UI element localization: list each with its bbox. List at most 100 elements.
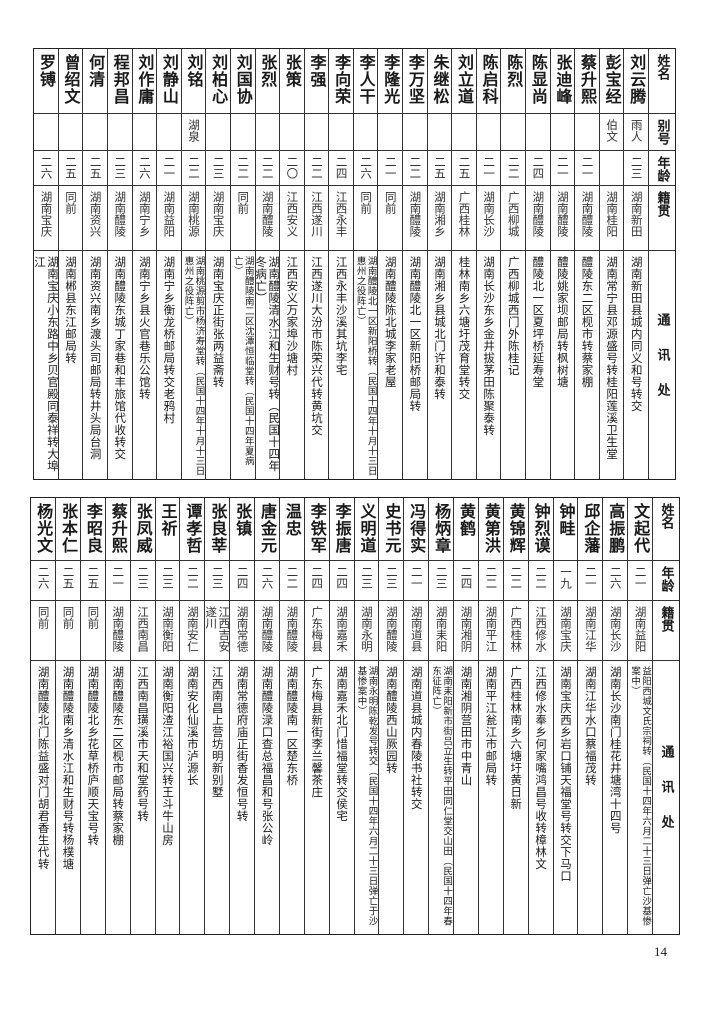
alias-cell bbox=[132, 114, 157, 151]
age-cell: 二一 bbox=[157, 151, 181, 186]
origin-cell: 湖南长沙 bbox=[603, 601, 628, 661]
name-cell: 彭宝经 bbox=[599, 49, 624, 114]
name-text: 陈启科 bbox=[479, 54, 499, 105]
address-cell: 湖南宝庆小东路中乡贝官殿同泰祥转大埠江 bbox=[34, 251, 58, 479]
address-text: 湖南醴陵北一区新阳桥转（民国十四年十月十三日惠州之役阵亡） bbox=[354, 256, 377, 476]
table-row: 李向荣 二四 江西永丰 江西永丰沙溪其坑李宅 bbox=[328, 49, 353, 479]
origin-text: 湖南益阳 bbox=[162, 191, 177, 237]
alias-cell bbox=[107, 114, 132, 151]
alias-cell: 伯文 bbox=[599, 114, 624, 151]
name-text: 李昭良 bbox=[83, 503, 103, 554]
address-cell: 湖南湘乡县城北门许和泰转 bbox=[428, 251, 452, 479]
table-row: 张迪峰 二一 湖南醴陵 醴陵姚家坝邮局转枫树塘 bbox=[549, 49, 575, 479]
table-row: 刘国协 二二 同前 湖南醴陵南二区沈潭恒临堂转（民国十四年夏病亡） bbox=[229, 49, 255, 479]
alias-cell bbox=[83, 114, 107, 151]
age-cell: 二六 bbox=[34, 151, 58, 186]
name-text: 李铁军 bbox=[307, 503, 327, 554]
age-text: 二五 bbox=[457, 156, 472, 179]
address-cell: 湖南衡阳渣江裕国兴转王斗牛山房 bbox=[156, 661, 180, 934]
address-cell: 湖南郴县东江邮局转 bbox=[59, 251, 83, 479]
name-text: 刘国协 bbox=[233, 54, 253, 105]
name-text: 谭孝哲 bbox=[183, 503, 203, 554]
name-text: 刘柏心 bbox=[209, 54, 229, 105]
name-text: 钟畦 bbox=[556, 503, 576, 537]
age-text: 二二 bbox=[408, 156, 423, 179]
table-row: 李万坚 二二 湖南醴陵 湖南醴陵北一区新阳桥邮局转 bbox=[402, 49, 427, 479]
address-text: 湖南宁乡衡龙桥邮局转交老鸦村 bbox=[162, 256, 177, 424]
origin-text: 江西修水 bbox=[534, 606, 549, 652]
age-cell: 二三 bbox=[379, 561, 404, 601]
name-cell: 杨光文 bbox=[31, 498, 55, 561]
age-cell: 二四 bbox=[304, 561, 329, 601]
age-cell: 二六 bbox=[603, 561, 628, 601]
age-text: 二三 bbox=[434, 566, 449, 589]
address-text: 湖南宝庆正街张两益斋转 bbox=[211, 256, 226, 388]
name-text: 李人干 bbox=[356, 54, 376, 105]
age-cell: 二六 bbox=[255, 561, 279, 601]
table-row: 刘铭 湖泉 二二 湖南桃源 湖南桃源剪市杨济寿堂转（民国十四年十月十三日惠州之役阵亡） bbox=[180, 49, 206, 479]
roster-table-bottom: 姓名 年龄 籍贯 通讯处 文起代 二一 湖南益阳 益阳西城文氏宗祠转（民国十四年六月二十三日弹… bbox=[30, 497, 680, 935]
age-cell: 二二 bbox=[180, 561, 205, 601]
header-label-alias: 别号 bbox=[654, 119, 670, 145]
age-text: 二三 bbox=[160, 566, 175, 589]
age-text: 二三 bbox=[384, 566, 399, 589]
address-cell: 湖南醴陵北门陈益盛对门胡君香生代转 bbox=[31, 661, 55, 934]
table-row: 张良莘 二三 江西吉安 遂川 江西南昌上营坊明新别墅 bbox=[204, 498, 230, 934]
name-cell: 义明道 bbox=[354, 498, 379, 561]
address-cell: 醴陵姚家坝邮局转枫树塘 bbox=[551, 251, 575, 479]
age-text: 二二 bbox=[260, 156, 275, 179]
age-cell: 二一 bbox=[628, 561, 652, 601]
origin-cell: 湖南宝庆 bbox=[206, 186, 230, 251]
name-text: 邱企藩 bbox=[581, 503, 601, 554]
origin-cell: 江西吉安 遂川 bbox=[205, 601, 230, 661]
name-cell: 李铁军 bbox=[304, 498, 329, 561]
table-row: 谭孝哲 二二 湖南安仁 湖南安化仙溪市泸源长 bbox=[179, 498, 205, 934]
table-row: 李铁军 二四 广东梅县 广东梅县新街李兰馨茶庄 bbox=[303, 498, 329, 934]
alias-cell bbox=[501, 114, 526, 151]
age-text: 二三 bbox=[136, 566, 151, 589]
address-cell: 湖南醴陵东二区枧市邮局转蔡家棚 bbox=[106, 661, 130, 934]
address-cell: 湖南长沙东乡金井拔茅田陈聚泰转 bbox=[477, 251, 501, 479]
name-cell: 刘立道 bbox=[452, 49, 476, 114]
age-cell: 二四 bbox=[329, 151, 353, 186]
name-text: 李振唐 bbox=[332, 503, 352, 554]
header-cell-origin: 籍贯 bbox=[649, 186, 675, 251]
name-text: 高振鹏 bbox=[606, 503, 626, 554]
address-cell: 湖南嘉禾北门惜福堂转交侯宅 bbox=[330, 661, 354, 934]
origin-cell: 湖南醴陵 bbox=[255, 186, 280, 251]
origin-text: 湖南资兴 bbox=[88, 191, 103, 237]
origin-text: 湖南常德 bbox=[235, 606, 250, 652]
name-text: 史书元 bbox=[382, 503, 402, 554]
origin-text: 湖南江华 bbox=[583, 606, 598, 652]
address-cell: 湖南醴陵陈北城李家老屋 bbox=[378, 251, 402, 479]
table-row: 曾绍文 二五 同前 湖南郴县东江邮局转 bbox=[57, 49, 83, 479]
name-text: 蔡升熙 bbox=[578, 54, 598, 105]
address-cell: 湖南醴陵北一区新阳桥邮局转 bbox=[403, 251, 427, 479]
age-cell: 二四 bbox=[454, 561, 478, 601]
address-cell: 湖南醴陵清水江和生财号转（民国十四年冬病亡） bbox=[256, 251, 280, 479]
header-label-age: 年龄 bbox=[658, 566, 674, 592]
name-cell: 李强 bbox=[304, 49, 329, 114]
address-text: 湖南醴陵东城丁家巷和丰旅馆代收转交 bbox=[113, 256, 128, 460]
address-text: 湖南新田县城内同义和号转交 bbox=[629, 256, 644, 412]
origin-cell: 湖南桂阳 bbox=[599, 186, 624, 251]
age-cell: 二二 bbox=[403, 151, 427, 186]
origin-cell: 湖南醴陵 bbox=[403, 186, 427, 251]
address-text: 广西桂林南乡六塘圩黄日新 bbox=[509, 666, 524, 810]
name-text: 刘铭 bbox=[184, 54, 204, 88]
name-text: 黄锦辉 bbox=[506, 503, 526, 554]
name-text: 杨炳章 bbox=[432, 503, 452, 554]
name-cell: 张镇 bbox=[230, 498, 254, 561]
address-cell: 湖南醴陵北乡花草桥庐顺天宝号转 bbox=[81, 661, 105, 934]
header-label-origin: 籍贯 bbox=[654, 191, 670, 217]
name-cell: 张烈 bbox=[255, 49, 280, 114]
address-text: 广西柳城西门外陈桂记 bbox=[506, 256, 521, 376]
address-text: 湖南宁乡县火官巷乐公馆转 bbox=[137, 256, 152, 400]
origin-text: 江西遂川 bbox=[309, 191, 324, 237]
address-cell: 桂林南乡六塘圩茂育堂转交 bbox=[452, 251, 476, 479]
age-text: 二五 bbox=[64, 156, 79, 179]
address-text: 湖南衡阳渣江裕国兴转王斗牛山房 bbox=[160, 666, 175, 846]
age-text: 二三 bbox=[629, 156, 644, 179]
origin-text: 湖南新田 bbox=[629, 191, 644, 237]
address-text: 湖南平江瓮江市邮局转 bbox=[484, 666, 499, 786]
